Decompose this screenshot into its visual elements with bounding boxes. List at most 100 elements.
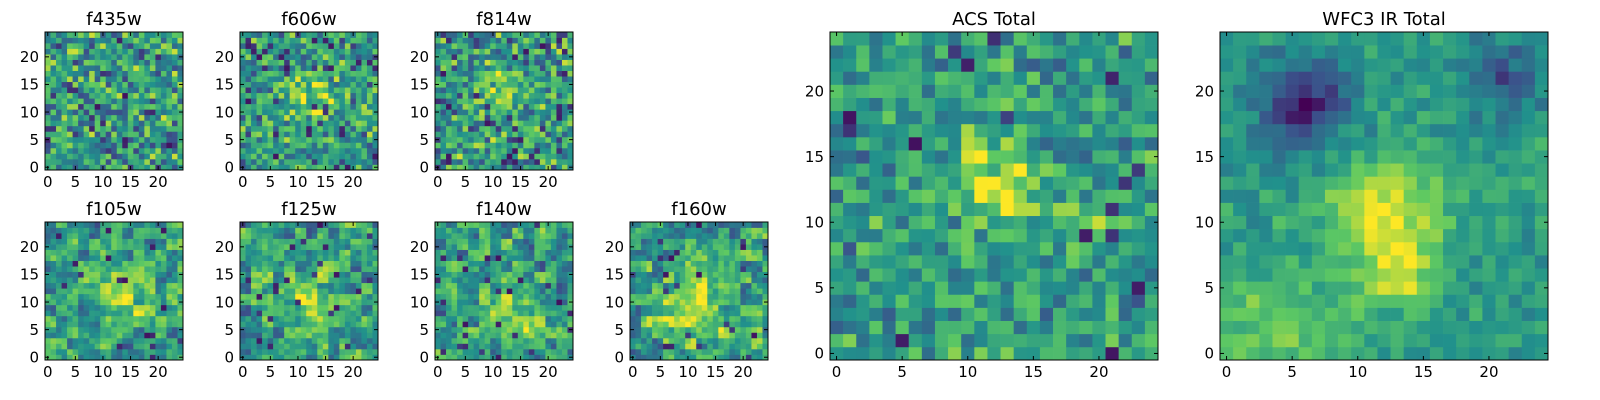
heatmap-cell: [528, 255, 535, 261]
heatmap-cell: [723, 244, 730, 250]
heatmap-cell: [457, 277, 463, 284]
heatmap-cell: [556, 277, 563, 284]
heatmap-cell: [701, 238, 708, 245]
heatmap-cell: [528, 125, 535, 132]
heatmap-cell: [523, 48, 530, 55]
heatmap-cell: [105, 158, 112, 165]
heatmap-cell: [94, 326, 101, 333]
heatmap-cell: [122, 65, 129, 71]
heatmap-cell: [171, 92, 178, 99]
heatmap-cell: [517, 299, 524, 306]
heatmap-cell: [295, 114, 302, 121]
heatmap-cell: [668, 227, 675, 234]
heatmap-cell: [105, 277, 112, 284]
heatmap-cell: [372, 337, 379, 344]
heatmap-cell: [473, 343, 480, 350]
heatmap-cell: [155, 92, 162, 99]
heatmap-cell: [155, 158, 162, 165]
heatmap-cell: [707, 343, 714, 350]
heatmap-cell: [67, 136, 73, 143]
heatmap-cell: [328, 109, 335, 116]
heatmap-cell: [550, 59, 557, 66]
heatmap-cell: [89, 255, 96, 261]
heatmap-cell: [78, 65, 84, 71]
heatmap-cell: [1039, 294, 1054, 308]
heatmap-cell: [56, 332, 62, 339]
heatmap-cell: [262, 343, 268, 350]
heatmap-cell: [50, 70, 57, 77]
heatmap-cell: [289, 164, 296, 171]
heatmap-cell: [166, 81, 173, 88]
heatmap-cell: [1092, 320, 1106, 335]
heatmap-cell: [745, 288, 752, 295]
heatmap-cell: [50, 147, 57, 154]
heatmap-cell: [740, 282, 747, 289]
heatmap-cell: [366, 109, 373, 116]
heatmap-cell: [1039, 268, 1054, 282]
heatmap-cell: [652, 238, 658, 245]
axes-frame: [239, 31, 379, 171]
heatmap-cell: [468, 76, 474, 83]
heatmap-cell: [473, 59, 480, 66]
heatmap-cell: [344, 332, 351, 339]
heatmap-cell: [267, 37, 274, 44]
heatmap-cell: [663, 249, 669, 256]
heatmap-cell: [284, 260, 291, 267]
heatmap-cell: [78, 277, 84, 284]
heatmap-cell: [89, 164, 96, 171]
heatmap-cell: [479, 103, 486, 110]
heatmap-cell: [289, 233, 296, 239]
heatmap-cell: [155, 59, 162, 66]
heatmap-cell: [89, 147, 96, 154]
heatmap-cell: [490, 321, 497, 328]
heatmap-cell: [344, 337, 351, 344]
heatmap-cell: [333, 87, 340, 94]
heatmap-cell: [278, 293, 285, 300]
heatmap-cell: [56, 233, 62, 239]
heatmap-cell: [539, 343, 546, 350]
heatmap-cell: [317, 48, 324, 55]
heatmap-cell: [267, 293, 274, 300]
heatmap-cell: [451, 87, 458, 94]
heatmap-cell: [372, 332, 379, 339]
heatmap-cell: [512, 54, 519, 60]
heatmap-cell: [869, 163, 883, 177]
heatmap-cell: [300, 48, 307, 55]
heatmap-cell: [251, 59, 257, 66]
heatmap-cell: [78, 227, 84, 234]
heatmap-cell: [240, 125, 246, 132]
heatmap-cell: [550, 310, 557, 317]
heatmap-cell: [295, 54, 302, 60]
heatmap-cell: [479, 299, 486, 306]
heatmap-cell: [545, 277, 552, 284]
heatmap-cell: [729, 271, 736, 278]
y-tick-label: 20: [410, 48, 429, 66]
heatmap-cell: [457, 142, 463, 149]
heatmap-cell: [240, 260, 246, 267]
heatmap-cell: [501, 244, 508, 250]
heatmap-cell: [1131, 294, 1146, 308]
heatmap-cell: [289, 315, 296, 322]
heatmap-cell: [366, 114, 373, 121]
heatmap-cell: [306, 222, 313, 228]
heatmap-cell: [149, 125, 156, 132]
heatmap-cell: [545, 348, 552, 355]
heatmap-cell: [240, 238, 246, 245]
heatmap-cell: [100, 142, 107, 149]
heatmap-cell: [528, 238, 535, 245]
heatmap-cell: [756, 321, 763, 328]
heatmap-cell: [245, 48, 252, 55]
heatmap-cell: [501, 147, 508, 154]
heatmap-cell: [921, 228, 936, 243]
heatmap-cell: [149, 348, 156, 355]
heatmap-cell: [361, 337, 368, 344]
heatmap-cell: [339, 109, 346, 116]
heatmap-cell: [355, 54, 362, 60]
heatmap-cell: [317, 98, 324, 105]
heatmap-cell: [133, 299, 140, 306]
heatmap-cell: [668, 288, 675, 295]
heatmap-cell: [545, 321, 552, 328]
heatmap-cell: [116, 43, 123, 49]
heatmap-cell: [729, 244, 736, 250]
heatmap-cell: [138, 326, 145, 333]
